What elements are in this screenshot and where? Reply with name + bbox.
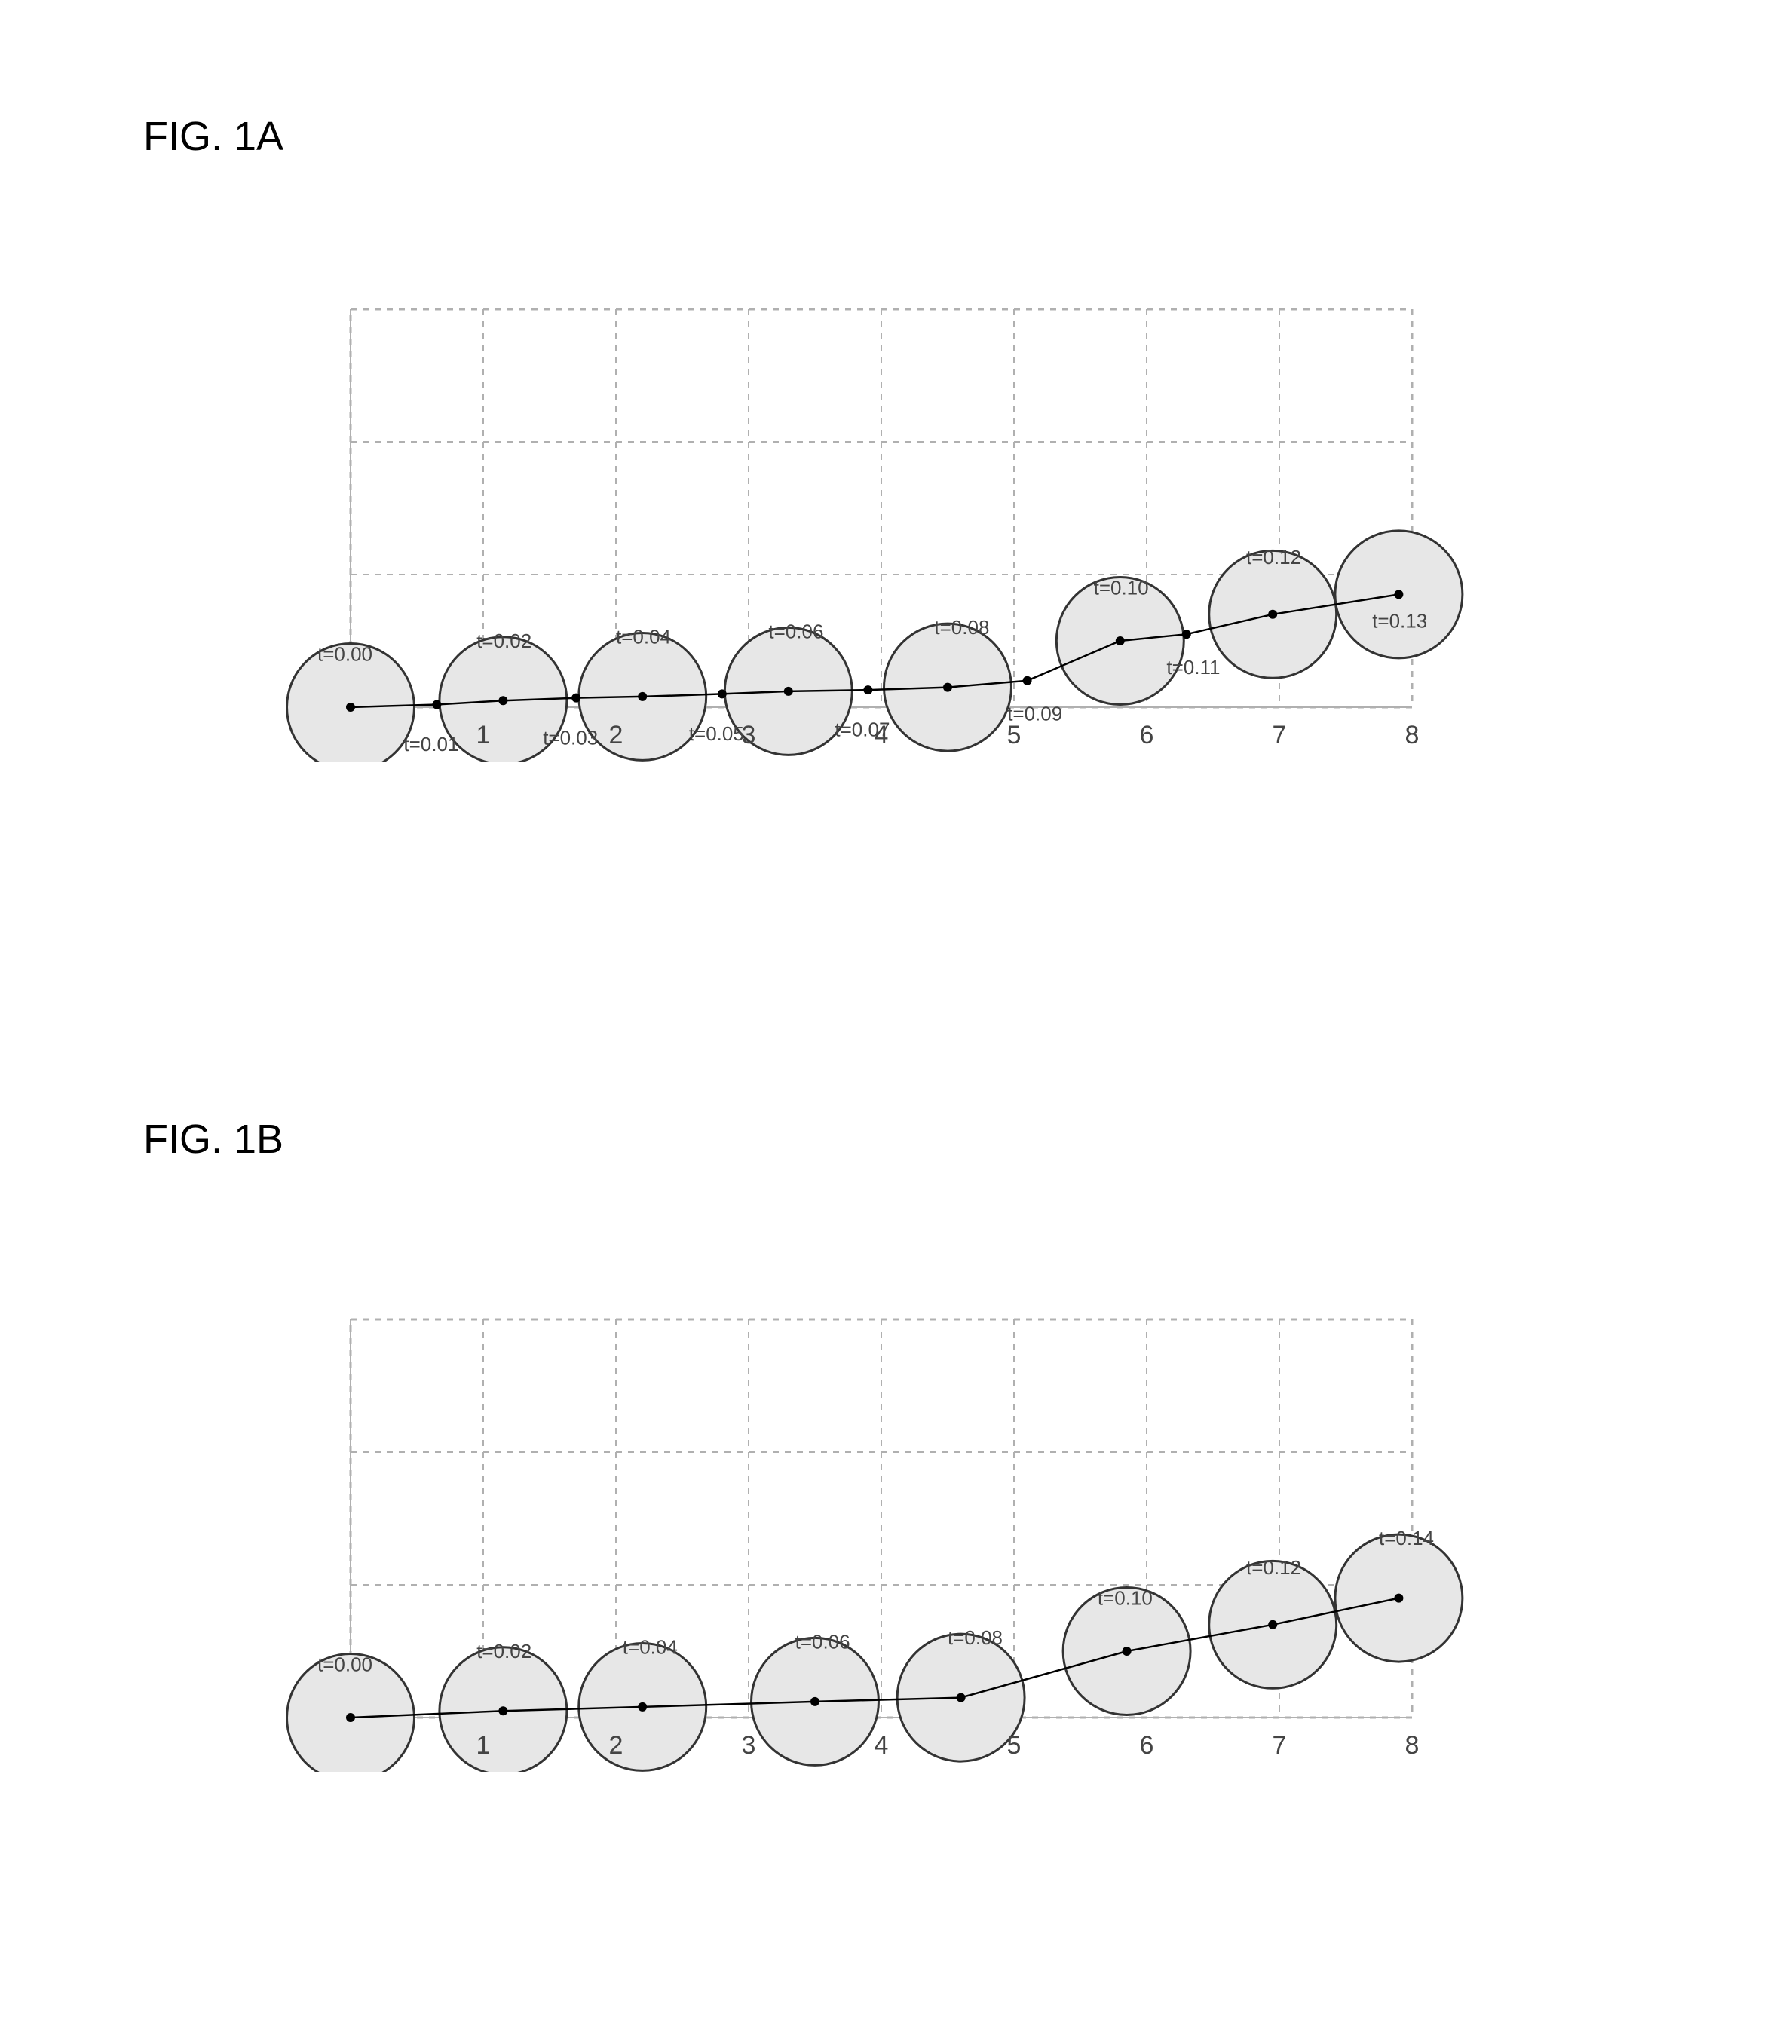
time-label: t=0.10 (1098, 1586, 1153, 1609)
time-label: t=0.00 (317, 1653, 372, 1675)
time-label: t=0.04 (623, 1636, 678, 1659)
time-label: t=0.00 (317, 642, 372, 665)
x-tick-label: 6 (1140, 721, 1154, 749)
trajectory-point (957, 1693, 966, 1702)
trajectory-point (718, 689, 727, 698)
x-tick-label: 4 (875, 721, 889, 749)
x-tick-label: 4 (875, 1731, 889, 1760)
x-tick-label: 1 (476, 1731, 491, 1760)
time-label: t=0.12 (1246, 546, 1301, 568)
time-label: t=0.01 (403, 733, 458, 755)
trajectory-point (346, 703, 355, 712)
time-label: t=0.08 (934, 616, 989, 639)
prior-art-caption: -PRIOR ART- (804, 1770, 957, 1772)
time-label: t=0.03 (543, 726, 598, 749)
fig-1a-chart: t=0.00 t=0.01 t=0.02 t=0.03 t=0.04 t=0.05 t=0.… (260, 241, 1512, 762)
trajectory-point (1023, 676, 1032, 685)
trajectory-point (432, 700, 441, 709)
time-label: t=0.02 (476, 1640, 531, 1662)
trajectory-point (943, 683, 952, 692)
fig-1b-chart: t=0.00 t=0.02 t=0.04 t=0.06 t=0.08 t=0.10 t=0.… (260, 1252, 1512, 1772)
trajectory-point (1182, 630, 1191, 639)
trajectory-point (863, 685, 872, 694)
trajectory-point (571, 694, 580, 703)
trajectory-point (1268, 610, 1277, 619)
time-label: t=0.05 (689, 722, 744, 745)
x-tick-label: 3 (742, 1731, 756, 1760)
trajectory-point (1123, 1647, 1132, 1656)
fig-1a-label: FIG. 1A (143, 113, 283, 160)
trajectory-point (1394, 1594, 1403, 1603)
x-tick-label: 8 (1405, 721, 1420, 749)
time-label: t=0.14 (1379, 1527, 1434, 1549)
trajectory-point (346, 1713, 355, 1722)
trajectory-point (810, 1697, 819, 1706)
time-label: t=0.08 (948, 1626, 1003, 1649)
time-label: t=0.06 (768, 620, 823, 642)
trajectory-point (638, 1702, 647, 1712)
time-label: t=0.10 (1094, 576, 1149, 599)
prior-art-caption: -PRIOR ART- (804, 760, 957, 762)
trajectory-point (498, 696, 507, 705)
x-tick-label: 7 (1273, 721, 1287, 749)
time-label: t=0.02 (476, 630, 531, 652)
x-tick-label: 8 (1405, 1731, 1420, 1760)
x-tick-label: 1 (476, 721, 491, 749)
time-label: t=0.06 (795, 1630, 850, 1653)
time-label: t=0.13 (1372, 609, 1427, 632)
page: FIG. 1A t=0.00t=0.01t=0.02t=0.03t=0.04t=… (0, 0, 1792, 2044)
trajectory-point (1268, 1620, 1277, 1629)
fig-1b-svg: t=0.00 t=0.02 t=0.04 t=0.06 t=0.08 t=0.10 t=0.… (260, 1252, 1512, 1772)
time-label: t=0.04 (616, 626, 671, 648)
fig-1b-label: FIG. 1B (143, 1116, 283, 1163)
x-tick-label: 5 (1007, 1731, 1022, 1760)
x-tick-label: 2 (609, 1731, 623, 1760)
trajectory-point (1394, 590, 1403, 599)
x-tick-label: 5 (1007, 721, 1022, 749)
x-tick-label: 2 (609, 721, 623, 749)
time-label: t=0.11 (1166, 656, 1220, 679)
x-tick-label: 3 (742, 721, 756, 749)
trajectory-point (498, 1706, 507, 1715)
fig-1a-svg: t=0.00 t=0.01 t=0.02 t=0.03 t=0.04 t=0.05 t=0.… (260, 241, 1512, 762)
trajectory-point (1116, 636, 1125, 645)
trajectory-point (784, 687, 793, 696)
x-tick-label: 6 (1140, 1731, 1154, 1760)
trajectory-point (638, 692, 647, 701)
time-label: t=0.12 (1246, 1556, 1301, 1579)
x-tick-label: 7 (1273, 1731, 1287, 1760)
